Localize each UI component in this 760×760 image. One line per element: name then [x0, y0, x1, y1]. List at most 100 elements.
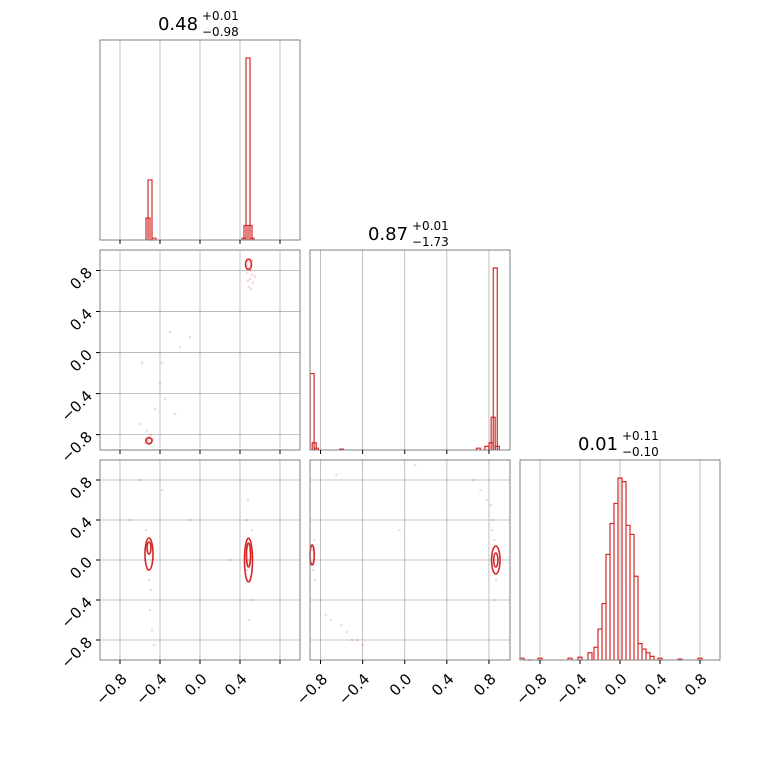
scatter-point	[150, 628, 154, 632]
scatter-point	[188, 518, 192, 522]
scatter-point	[149, 588, 153, 592]
scatter-point	[246, 261, 250, 264]
scatter-point	[248, 263, 252, 266]
scatter-point	[495, 578, 498, 582]
panel-title-value: 0.48	[158, 14, 198, 35]
axes-frame	[309, 249, 511, 451]
panel-title-lower: −0.98	[202, 25, 239, 39]
density-contour	[245, 542, 252, 568]
panel-title-lower: −0.10	[622, 445, 659, 459]
panel-title-value: 0.87	[368, 224, 408, 245]
x-tick-label: −0.4	[335, 670, 373, 708]
scatter-point	[491, 518, 495, 522]
panel-title-value: 0.01	[578, 434, 618, 455]
panel-title-upper: +0.11	[622, 429, 659, 443]
scatter-point	[178, 346, 182, 349]
scatter-point	[153, 407, 157, 411]
scatter-point	[398, 528, 401, 532]
scatter-point	[335, 473, 338, 477]
density-contour	[309, 544, 316, 566]
x-tick-label: 0.0	[601, 670, 631, 700]
panel-diag-2: −0.8 −0.4 0.0 0.4 0.8 0.01 +0.11 −0.10	[512, 429, 721, 709]
x-tick-label: 0.8	[681, 670, 711, 700]
scatter-point	[245, 568, 249, 572]
scatter-point	[313, 578, 317, 582]
scatter-point	[128, 518, 132, 522]
y-tick-label: 0.0	[66, 346, 96, 376]
scatter-point	[413, 463, 417, 467]
scatter-point	[251, 281, 255, 285]
density-contour	[144, 537, 154, 571]
density-contour	[492, 552, 499, 568]
x-tick-label: −0.4	[132, 670, 170, 708]
scatter-point	[350, 638, 354, 642]
scatter-point	[471, 478, 475, 482]
scatter-point	[173, 412, 177, 416]
scatter-point	[249, 269, 253, 272]
x-tick-label: 0.4	[428, 670, 458, 700]
scatter-point	[247, 285, 251, 289]
scatter-point	[160, 361, 164, 365]
y-tick-label: −0.8	[58, 428, 96, 466]
scatter-point	[340, 623, 343, 627]
y-tick-label: 0.4	[66, 513, 96, 543]
x-tick-label: −0.8	[92, 670, 130, 708]
panels-group: 0.48 +0.01−0.98−0.8−0.40.00.40.80.87 +0.01…	[58, 9, 721, 709]
scatter-point	[249, 287, 253, 291]
y-tick-label: 0.4	[66, 305, 96, 335]
scatter-point	[246, 279, 250, 283]
scatter-point	[356, 638, 359, 642]
x-tick-label: −0.8	[293, 670, 331, 708]
panel-title-lower: −1.73	[412, 235, 449, 249]
axes-frame	[309, 459, 511, 661]
scatter-point	[146, 439, 150, 443]
scatter-point	[245, 518, 249, 522]
scatter-point	[312, 538, 316, 542]
density-contour	[145, 436, 153, 445]
density-contour	[146, 541, 152, 555]
scatter-point	[329, 618, 333, 622]
scatter-point	[152, 643, 156, 647]
y-tick-label: 0.8	[66, 473, 96, 503]
scatter-point	[138, 423, 142, 426]
scatter-point	[485, 498, 489, 502]
scatter-point	[247, 618, 251, 622]
scatter-point	[345, 630, 349, 634]
scatter-point	[489, 503, 493, 507]
panel-row2-col0: −0.8 −0.4 0.0 0.4−0.8−0.40.00.40.8	[58, 459, 301, 709]
x-tick-label: 0.0	[386, 670, 416, 700]
y-tick-label: 0.0	[66, 553, 96, 583]
scatter-point	[250, 273, 254, 276]
scatter-point	[246, 498, 250, 502]
scatter-point	[163, 397, 167, 401]
panel-diag-1: 0.87 +0.01 −1.73	[309, 219, 511, 454]
panel-row2-col1: −0.8 −0.4 0.0 0.4 0.8	[293, 459, 511, 709]
histogram-step	[519, 477, 703, 661]
scatter-point	[479, 488, 482, 492]
density-contour	[244, 258, 253, 271]
scatter-point	[361, 643, 364, 647]
scatter-point	[493, 558, 497, 562]
scatter-point	[160, 488, 164, 492]
y-tick-label: −0.8	[58, 633, 96, 671]
scatter-point	[310, 548, 314, 552]
scatter-point	[188, 335, 192, 339]
scatter-point	[144, 528, 148, 532]
x-tick-label: 0.4	[221, 670, 251, 700]
scatter-point	[145, 429, 149, 432]
scatter-point	[168, 330, 172, 334]
scatter-point	[253, 275, 257, 278]
scatter-point	[493, 598, 497, 602]
y-tick-label: −0.4	[58, 593, 96, 631]
x-tick-label: 0.0	[181, 670, 211, 700]
scatter-point	[490, 528, 494, 532]
x-tick-label: −0.8	[512, 670, 550, 708]
scatter-point	[147, 578, 151, 582]
scatter-point	[149, 433, 153, 436]
panel-diag-0: 0.48 +0.01 −0.98	[99, 9, 301, 244]
scatter-point	[138, 478, 142, 482]
panel-title-upper: +0.01	[412, 219, 449, 233]
x-tick-label: −0.4	[552, 670, 590, 708]
y-tick-label: −0.4	[58, 387, 96, 425]
scatter-point	[319, 598, 322, 602]
